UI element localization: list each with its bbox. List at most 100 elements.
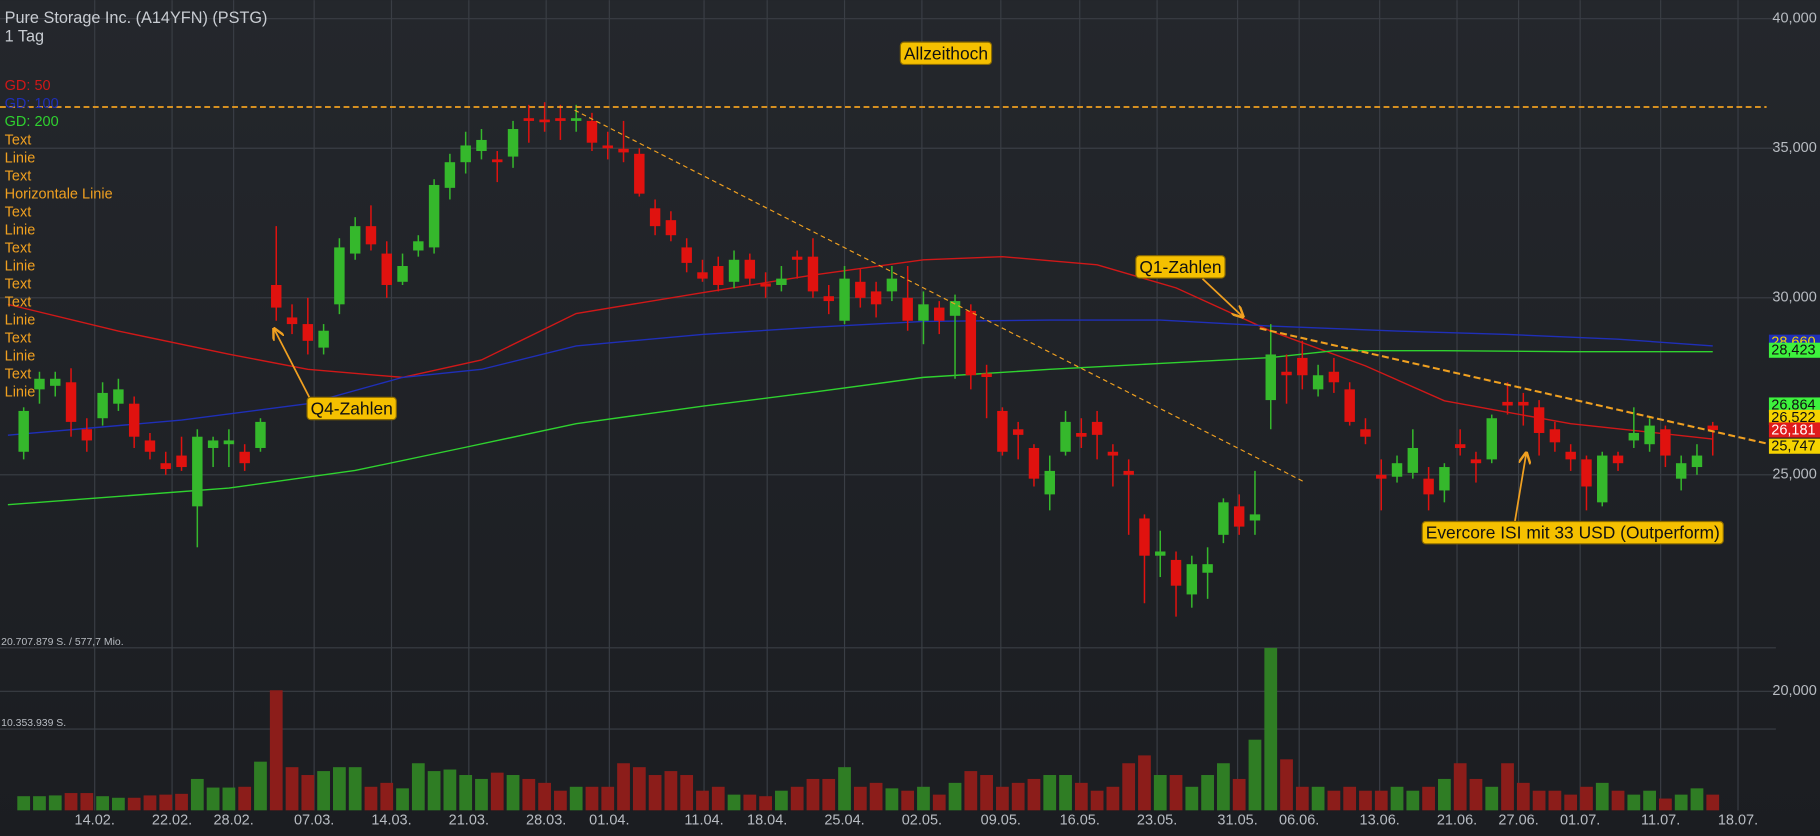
drawing-legend-entry: Text [5, 132, 32, 148]
candle-body [1202, 564, 1213, 573]
volume-bar [175, 793, 188, 811]
volume-bar [1138, 755, 1151, 811]
candle-body [1249, 514, 1261, 521]
candle-body [618, 148, 629, 153]
candle-body [855, 281, 866, 298]
volume-bar [1311, 786, 1325, 811]
volume-bar [285, 767, 299, 811]
x-tick-label: 01.07. [1560, 813, 1600, 829]
candle-body [1518, 401, 1529, 406]
volume-bar [1011, 782, 1025, 811]
candle-body [1454, 444, 1466, 448]
candle-body [570, 118, 582, 121]
candle-body [1439, 467, 1450, 491]
candle-body [318, 330, 329, 348]
candle-body [1297, 357, 1308, 376]
price-marker [1768, 422, 1820, 438]
volume-bar [1374, 790, 1388, 811]
drawing-legend-entry: Text [5, 204, 32, 220]
volume-bar [1453, 763, 1467, 811]
volume-bar [901, 790, 915, 811]
volume-bar [1059, 775, 1072, 811]
candle-body [1423, 478, 1434, 495]
drawings [0, 106, 1767, 484]
y-tick-label: 25,000 [1772, 467, 1816, 483]
candle-body [1265, 354, 1276, 401]
candle-body [1155, 551, 1166, 556]
candle-body [1060, 421, 1071, 452]
volume-bar [601, 786, 615, 811]
volume-bar [743, 794, 757, 811]
volume-bar [1659, 798, 1672, 811]
candle-body [1360, 429, 1371, 437]
volume-bar [790, 786, 804, 811]
volume-bar [1122, 763, 1136, 811]
volume-bar [632, 767, 646, 811]
drawing-legend-entry: Horizontale Linie [5, 186, 113, 202]
candle-body [1123, 470, 1134, 475]
volume-bar [1201, 775, 1214, 811]
candle-body [349, 226, 361, 254]
volume-bar [1280, 759, 1293, 811]
candle-body [207, 440, 219, 448]
candle-body [34, 378, 45, 390]
candle-body [634, 153, 645, 194]
candle-body [1470, 459, 1482, 464]
candle-body [1691, 455, 1703, 468]
candle-body [934, 307, 945, 321]
candle-body [271, 284, 282, 308]
x-tick-label: 14.03. [371, 813, 411, 829]
candle-body [744, 259, 756, 279]
candle-body [586, 120, 598, 143]
annotation: Allzeithoch [904, 43, 988, 63]
candle-body [1486, 418, 1497, 460]
candle-body [192, 436, 203, 507]
candle-body [476, 139, 487, 152]
price-marker-label: 28,423 [1771, 343, 1815, 359]
x-tick-label: 06.06. [1279, 813, 1319, 829]
candle-body [1044, 470, 1055, 495]
price-marker [1768, 409, 1820, 425]
annotation-box [1421, 520, 1724, 545]
candle-body [507, 129, 519, 157]
volume-bar [427, 771, 441, 811]
volume-bar [759, 796, 772, 811]
candle-body [1076, 432, 1087, 437]
volume-bar [1232, 778, 1246, 811]
candle-body [1502, 401, 1513, 406]
candle-body [728, 259, 740, 282]
candle-body [302, 324, 314, 341]
candle-body [1139, 518, 1150, 556]
volume-bar [806, 778, 820, 811]
x-tick-label: 21.06. [1437, 813, 1477, 829]
candle-body [1376, 474, 1387, 479]
volume-bar [238, 786, 252, 811]
x-tick-label: 18.04. [747, 813, 787, 829]
volume-bar [948, 782, 962, 811]
price-marker-label: 26,181 [1771, 422, 1815, 438]
volume-bar [1248, 739, 1262, 811]
drawing-legend-entry: Text [5, 168, 32, 184]
candle-body [902, 297, 913, 321]
candle-body [1581, 459, 1592, 487]
volume-bar [1611, 790, 1625, 811]
candle-body [602, 145, 613, 149]
volume-bar [838, 767, 851, 811]
volume-bar [1390, 786, 1404, 811]
volume-bar [96, 796, 109, 811]
x-tick-label: 21.03. [449, 813, 489, 829]
x-tick-label: 11.04. [684, 813, 723, 829]
candle-body [1660, 429, 1671, 456]
candle-body [555, 118, 566, 121]
volume-bar [17, 796, 31, 811]
annotation-arrow [1201, 278, 1244, 317]
volume-bar [885, 788, 899, 811]
volume-bar [996, 786, 1009, 811]
trend-line [574, 109, 1306, 484]
candle-body [823, 296, 834, 302]
candle-body [397, 266, 408, 282]
candle-body [1628, 432, 1640, 441]
volume-bar [1169, 775, 1183, 811]
volume-bar [254, 761, 267, 811]
volume-bar [127, 797, 141, 811]
